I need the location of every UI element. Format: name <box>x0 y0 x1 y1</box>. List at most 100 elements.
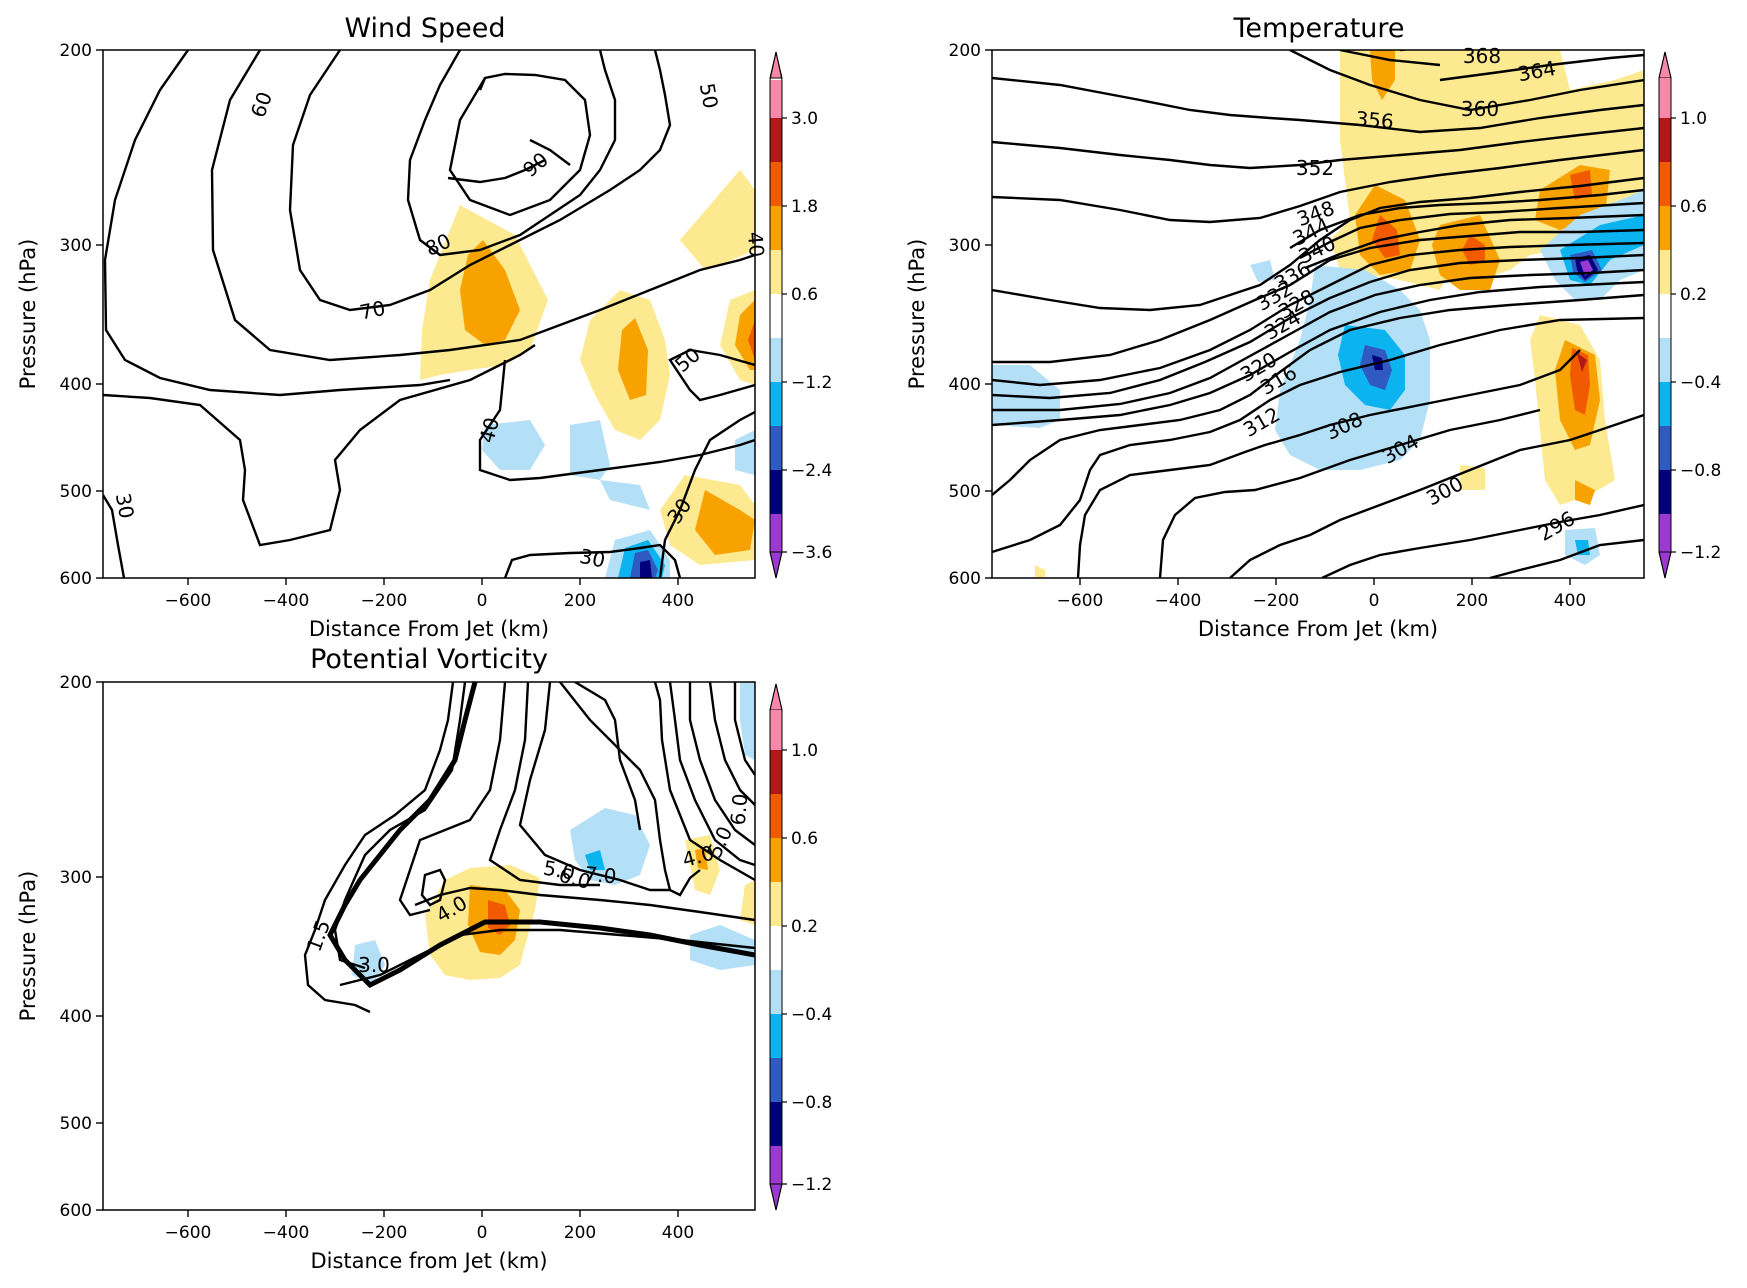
colorbar-segment <box>1659 382 1671 426</box>
contour-line <box>420 868 447 907</box>
colorbar-tick-label: −1.2 <box>791 373 832 393</box>
filled-anomalies <box>992 50 1644 578</box>
x-tick-label: 200 <box>1456 591 1488 611</box>
colorbar-tick-label: −2.4 <box>791 461 832 481</box>
y-axis: 200 300 400 500 600 Pressure (hPa) <box>905 41 992 589</box>
contour-line <box>518 682 670 892</box>
contour-line <box>406 50 617 257</box>
colorbar-tick-label: 3.0 <box>791 109 818 129</box>
contour-line <box>668 682 755 867</box>
colorbar-segment <box>770 118 782 162</box>
colorbar-tick-label: −0.4 <box>1680 373 1721 393</box>
contour-label: 50 <box>695 81 723 110</box>
colorbar-segment <box>1659 162 1671 206</box>
contour-line-bold <box>327 682 755 989</box>
panel-title: Wind Speed <box>344 13 505 44</box>
x-tick-label: −200 <box>361 1223 408 1243</box>
contour-line <box>503 543 682 578</box>
colorbar-outline <box>769 683 783 1211</box>
contour-line <box>448 72 592 217</box>
contour-line <box>688 682 755 846</box>
contour-label: 1.5 <box>302 917 335 955</box>
contour-line <box>1304 213 1644 270</box>
contour-line <box>414 886 755 922</box>
y-tick-label: 600 <box>60 1201 92 1221</box>
x-axis: −600 −400 −200 0 200 400 Distance From J… <box>165 578 694 641</box>
contour-line <box>1489 538 1644 578</box>
contour-labels: 1.5 3.0 4.0 5.0 6.0 7.0 4.0 5.0 6.0 <box>302 792 753 977</box>
y-tick-label: 500 <box>60 482 92 502</box>
colorbar-tick-label: 0.6 <box>791 285 818 305</box>
fill-navy <box>640 560 652 578</box>
contour-line <box>708 682 755 806</box>
colorbar-segment <box>770 382 782 426</box>
contour-line <box>1339 50 1441 67</box>
y-tick-label: 600 <box>60 569 92 589</box>
colorbar-segment <box>1659 206 1671 250</box>
y-tick-label: 200 <box>949 41 981 61</box>
colorbar-tick-label: −0.8 <box>791 1093 832 1113</box>
fill-orange <box>695 490 755 555</box>
contour-line <box>478 77 487 91</box>
fill-lightblue <box>1250 260 1275 282</box>
contour-label: 7.0 <box>584 862 618 889</box>
contour-line <box>992 253 1644 400</box>
y-axis: 200 300 400 500 600 Pressure (hPa) <box>16 673 103 1221</box>
fill-yellow <box>680 170 755 270</box>
colorbar-segment <box>770 970 782 1014</box>
colorbar-segment <box>770 338 782 382</box>
contour-line <box>992 76 1644 134</box>
contour-line <box>103 344 536 547</box>
fill-yellow <box>1035 565 1045 578</box>
x-tick-label: 200 <box>564 1223 596 1243</box>
contour-line <box>303 682 455 1014</box>
colorbar-tick-label: −0.8 <box>1680 461 1721 481</box>
colorbar-segment <box>770 80 782 118</box>
fill-blue <box>585 850 605 870</box>
colorbar: 1.0 0.6 0.2 −0.4 −0.8 −1.2 <box>769 683 832 1211</box>
colorbar-segment <box>770 250 782 294</box>
contour-line <box>1158 408 1541 578</box>
y-tick-label: 200 <box>60 673 92 693</box>
x-axis: −600 −400 −200 0 200 400 Distance From J… <box>1057 578 1586 641</box>
x-tick-label: −400 <box>263 1223 310 1243</box>
contour-label: 3.0 <box>358 953 390 977</box>
colorbar-segment <box>770 162 782 206</box>
panel-temperature: Temperature <box>905 13 1721 641</box>
colorbar-tick-label: 0.6 <box>1680 197 1707 217</box>
y-tick-label: 400 <box>60 1007 92 1027</box>
contour-label: 352 <box>1296 156 1334 180</box>
contour-line <box>668 348 755 402</box>
contour-label: 6.0 <box>726 792 753 826</box>
colorbar-segment <box>770 926 782 970</box>
contour-label: 360 <box>1461 97 1499 121</box>
panel-potential-vorticity: Potential Vorticity <box>16 644 832 1273</box>
contour-line <box>1229 413 1644 578</box>
y-tick-label: 300 <box>60 868 92 888</box>
colorbar-tick-label: 1.0 <box>791 741 818 761</box>
fill-lightblue <box>482 420 545 470</box>
fill-orange <box>618 318 648 400</box>
x-axis-label: Distance From Jet (km) <box>309 617 549 641</box>
fill-orange <box>735 300 755 370</box>
contour-line <box>1289 188 1644 250</box>
colorbar-extend-top <box>769 51 783 79</box>
y-tick-label: 500 <box>60 1114 92 1134</box>
colorbar-segment <box>770 1058 782 1102</box>
contour-label: 30 <box>111 491 139 520</box>
contour-line <box>559 682 701 897</box>
colorbar-segment <box>770 794 782 838</box>
contour-line <box>992 126 1644 170</box>
x-tick-label: 400 <box>662 1223 694 1243</box>
colorbar-segment <box>770 1146 782 1184</box>
colorbar-extend-bottom <box>769 1183 783 1211</box>
contour-label: 40 <box>743 231 769 258</box>
x-tick-label: 0 <box>477 591 488 611</box>
fill-red <box>748 320 755 360</box>
colorbar-tick-label: −3.6 <box>791 543 832 563</box>
contour-line <box>447 158 546 184</box>
y-axis-label: Pressure (hPa) <box>16 239 40 390</box>
colorbar-segment <box>1659 426 1671 470</box>
contour-line <box>992 268 1644 412</box>
